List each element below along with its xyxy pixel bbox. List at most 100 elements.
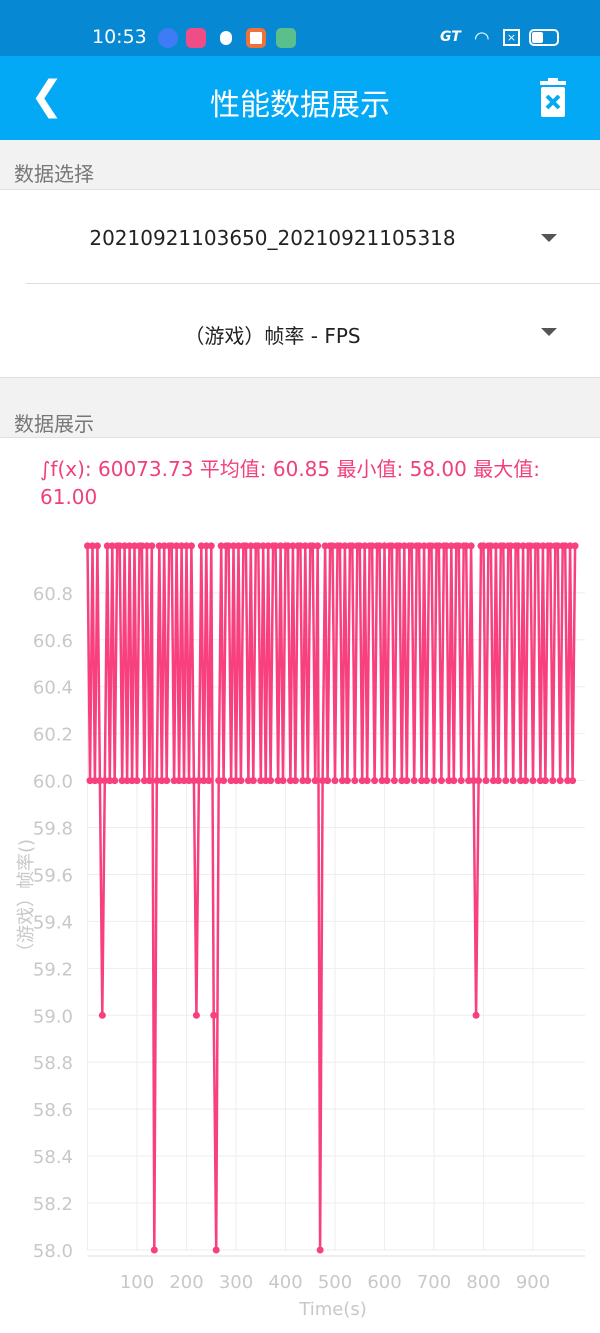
data-point xyxy=(482,777,490,785)
data-point xyxy=(383,777,391,785)
upload-icon xyxy=(276,28,296,48)
gt-icon: GT xyxy=(440,29,461,45)
y-tick-label: 60.0 xyxy=(33,772,73,793)
data-point xyxy=(98,1011,106,1019)
y-tick-label: 58.6 xyxy=(33,1100,73,1121)
data-point xyxy=(519,542,527,550)
data-point xyxy=(343,777,351,785)
data-point xyxy=(336,542,344,550)
data-point xyxy=(311,777,319,785)
data-point xyxy=(289,542,297,550)
data-point xyxy=(371,777,379,785)
data-point xyxy=(197,542,205,550)
data-point xyxy=(173,542,181,550)
stats-summary: ∫f(x): 60073.73 平均值: 60.85 最小值: 58.00 最大… xyxy=(40,457,540,509)
data-point xyxy=(227,777,235,785)
back-button[interactable]: ❮ xyxy=(30,73,64,119)
data-point xyxy=(202,542,210,550)
trash-x-icon[interactable] xyxy=(538,78,568,118)
metric-select[interactable]: （游戏）帧率 - FPS xyxy=(0,284,600,377)
data-point xyxy=(185,777,193,785)
data-point xyxy=(123,777,131,785)
data-point xyxy=(331,777,339,785)
data-point xyxy=(319,777,327,785)
data-point xyxy=(93,542,101,550)
file-select-value: 20210921103650_20210921105318 xyxy=(89,226,456,250)
x-tick-label: 300 xyxy=(219,1272,253,1293)
data-point xyxy=(428,542,436,550)
data-point xyxy=(395,542,403,550)
data-point xyxy=(418,777,426,785)
data-point xyxy=(514,542,522,550)
data-point xyxy=(247,542,255,550)
data-point xyxy=(103,542,111,550)
data-point xyxy=(423,777,431,785)
data-point xyxy=(254,542,262,550)
data-point xyxy=(480,542,487,550)
data-point xyxy=(264,542,272,550)
x-tick-label: 800 xyxy=(466,1272,500,1293)
data-point xyxy=(274,777,282,785)
data-point xyxy=(494,777,502,785)
metric-select-value: （游戏）帧率 - FPS xyxy=(184,324,361,348)
data-point xyxy=(309,542,317,550)
data-point xyxy=(155,542,163,550)
y-tick-label: 60.4 xyxy=(33,678,73,699)
data-point xyxy=(467,542,475,550)
data-point xyxy=(351,777,359,785)
bug-icon xyxy=(220,31,232,45)
data-point xyxy=(183,542,190,550)
y-tick-label: 58.2 xyxy=(33,1194,73,1215)
data-point xyxy=(262,777,270,785)
data-point xyxy=(291,777,299,785)
data-point xyxy=(539,542,547,550)
data-point xyxy=(415,542,423,550)
sim-icon: × xyxy=(503,29,520,46)
y-axis-label: （游戏）帧率() xyxy=(16,839,37,961)
data-point xyxy=(138,542,146,550)
data-point xyxy=(126,542,134,550)
data-point xyxy=(437,777,445,785)
y-tick-label: 59.2 xyxy=(33,959,73,980)
data-point xyxy=(88,542,96,550)
data-point xyxy=(160,542,168,550)
x-tick-label: 500 xyxy=(318,1272,352,1293)
data-point xyxy=(153,777,161,785)
data-point xyxy=(277,542,285,550)
x-tick-label: 600 xyxy=(367,1272,401,1293)
data-point xyxy=(368,542,376,550)
x-tick-label: 200 xyxy=(169,1272,203,1293)
data-point xyxy=(168,542,176,550)
data-point xyxy=(244,777,252,785)
data-point xyxy=(462,542,470,550)
data-point xyxy=(128,777,136,785)
data-point xyxy=(546,542,554,550)
data-point xyxy=(143,542,151,550)
data-point xyxy=(549,777,557,785)
battery-icon xyxy=(529,29,559,46)
data-point xyxy=(378,777,386,785)
data-point xyxy=(492,542,500,550)
page-title: 性能数据展示 xyxy=(210,88,390,123)
fps-line-chart: 58.0 58.2 58.4 58.6 58.8 59.0 59.2 59.4 59.6 59.8… xyxy=(16,540,585,1320)
data-point xyxy=(145,777,153,785)
data-point xyxy=(536,777,544,785)
wifi-icon: ◠ xyxy=(474,28,490,49)
data-point xyxy=(190,777,198,785)
data-point xyxy=(534,542,542,550)
data-point xyxy=(499,542,507,550)
data-point xyxy=(316,1246,324,1254)
app-header: ❮ 性能数据展示 xyxy=(0,56,600,140)
data-point xyxy=(376,542,384,550)
data-point xyxy=(447,542,455,550)
file-select[interactable]: 20210921103650_20210921105318 xyxy=(0,190,600,283)
data-point xyxy=(398,777,406,785)
dropdown-arrow-icon xyxy=(541,234,557,242)
data-point xyxy=(470,777,478,785)
game-icon xyxy=(246,28,266,48)
data-point xyxy=(475,777,483,785)
app-icon xyxy=(186,28,206,48)
y-tick-label: 59.4 xyxy=(33,912,73,933)
data-point xyxy=(178,542,186,550)
x-axis-label: Time(s) xyxy=(298,1299,366,1320)
